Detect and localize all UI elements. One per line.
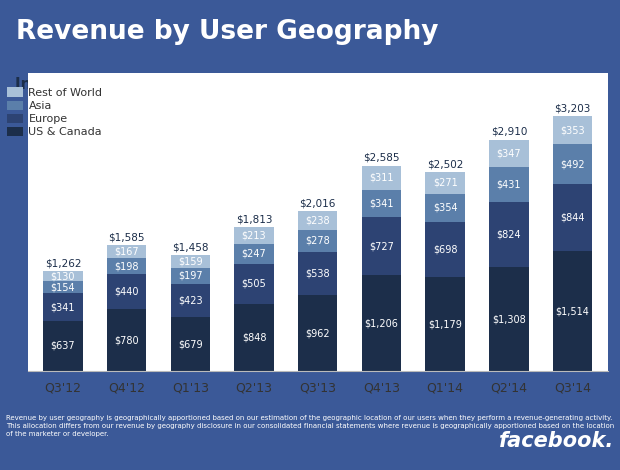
Bar	[489, 202, 529, 267]
Text: $844: $844	[560, 212, 585, 222]
Bar	[234, 227, 274, 244]
Text: $1,585: $1,585	[108, 232, 145, 243]
Bar	[107, 245, 146, 258]
Text: $824: $824	[497, 229, 521, 239]
Text: $848: $848	[242, 333, 267, 343]
Text: $1,514: $1,514	[556, 306, 590, 316]
Text: $341: $341	[51, 302, 75, 312]
Text: facebook.: facebook.	[498, 431, 614, 451]
Bar	[170, 317, 210, 371]
Bar	[298, 211, 337, 230]
Text: $679: $679	[178, 339, 203, 349]
Text: $247: $247	[242, 249, 267, 259]
Text: Revenue by User Geography: Revenue by User Geography	[16, 19, 438, 45]
Bar	[298, 252, 337, 295]
Text: $353: $353	[560, 125, 585, 135]
Text: $2,502: $2,502	[427, 159, 463, 169]
Text: $130: $130	[51, 271, 75, 281]
Text: $431: $431	[497, 180, 521, 189]
Text: $213: $213	[242, 230, 267, 241]
Bar	[234, 264, 274, 304]
Bar	[489, 167, 529, 202]
Text: $154: $154	[51, 282, 75, 292]
Text: $1,262: $1,262	[45, 258, 81, 268]
Bar	[170, 255, 210, 268]
Bar	[43, 321, 82, 371]
Bar	[425, 277, 465, 371]
Bar	[43, 293, 82, 321]
Text: $197: $197	[178, 271, 203, 281]
Text: $698: $698	[433, 245, 458, 255]
Text: $1,179: $1,179	[428, 320, 462, 329]
Text: $159: $159	[178, 257, 203, 266]
Bar	[425, 194, 465, 222]
Text: $1,813: $1,813	[236, 214, 272, 224]
Text: $347: $347	[497, 149, 521, 158]
Bar	[361, 275, 401, 371]
Text: In Millions: In Millions	[16, 77, 103, 92]
Text: $2,910: $2,910	[490, 127, 527, 137]
Text: $727: $727	[369, 242, 394, 251]
Text: $3,203: $3,203	[554, 103, 591, 114]
Text: $278: $278	[306, 236, 330, 246]
Bar	[489, 267, 529, 371]
Bar	[361, 218, 401, 275]
Bar	[107, 309, 146, 371]
Text: $2,016: $2,016	[299, 198, 336, 208]
Text: $341: $341	[369, 199, 394, 209]
Text: $2,585: $2,585	[363, 153, 400, 163]
Bar	[425, 222, 465, 277]
Text: $238: $238	[306, 215, 330, 225]
Text: $311: $311	[369, 173, 394, 183]
Bar	[107, 274, 146, 309]
Text: $505: $505	[242, 279, 267, 289]
Text: $271: $271	[433, 178, 458, 188]
Text: $492: $492	[560, 159, 585, 169]
Bar	[361, 190, 401, 218]
Bar	[553, 251, 592, 371]
Text: $538: $538	[306, 268, 330, 278]
Bar	[43, 281, 82, 293]
Bar	[234, 244, 274, 264]
Bar	[489, 140, 529, 167]
Text: $423: $423	[178, 296, 203, 306]
Text: $354: $354	[433, 203, 458, 213]
Bar	[361, 165, 401, 190]
Bar	[234, 304, 274, 371]
Legend: Rest of World, Asia, Europe, US & Canada: Rest of World, Asia, Europe, US & Canada	[7, 87, 102, 137]
Bar	[298, 295, 337, 371]
Text: $780: $780	[114, 335, 139, 345]
Text: $962: $962	[306, 328, 330, 338]
Text: $1,458: $1,458	[172, 243, 208, 252]
Text: $440: $440	[115, 287, 139, 297]
Bar	[170, 268, 210, 283]
Bar	[553, 144, 592, 184]
Text: $198: $198	[115, 261, 139, 271]
Bar	[43, 271, 82, 281]
Text: $167: $167	[114, 247, 139, 257]
Bar	[553, 117, 592, 144]
Text: $637: $637	[51, 341, 75, 351]
Bar	[170, 283, 210, 317]
Text: $1,206: $1,206	[365, 318, 399, 329]
Bar	[298, 230, 337, 252]
Bar	[553, 184, 592, 251]
Text: Revenue by user geography is geographically apportioned based on our estimation : Revenue by user geography is geographica…	[6, 415, 614, 438]
Text: $1,308: $1,308	[492, 314, 526, 324]
Bar	[107, 258, 146, 274]
Bar	[425, 172, 465, 194]
